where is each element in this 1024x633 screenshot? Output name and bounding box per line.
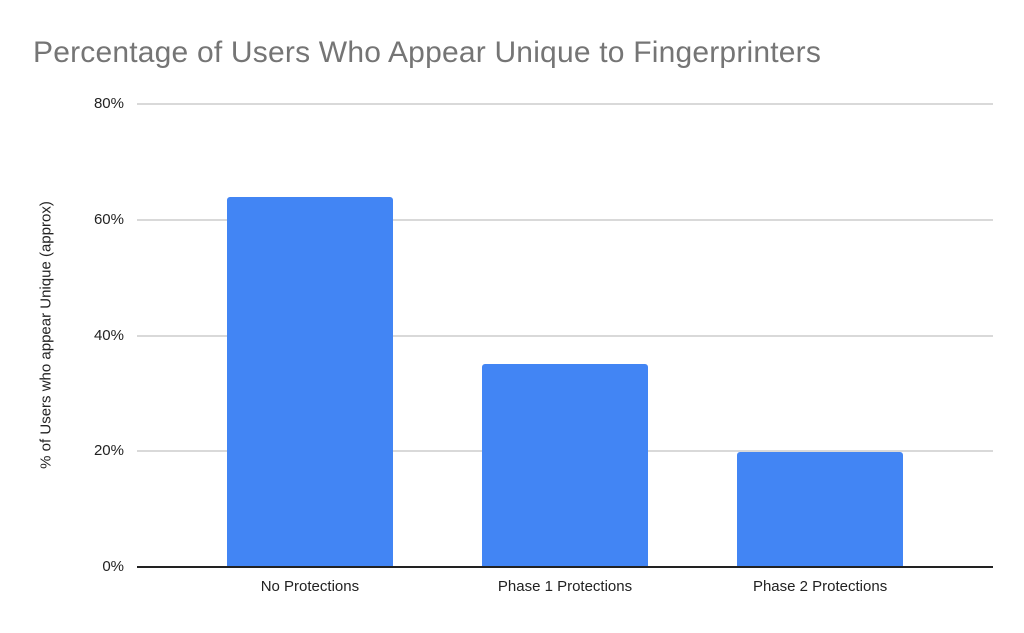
y-axis-title: % of Users who appear Unique (approx) (37, 201, 55, 469)
x-tick-label: Phase 2 Protections (752, 578, 888, 595)
x-tick-label: No Protections (260, 578, 360, 595)
bar[interactable] (226, 196, 393, 567)
x-tick-label: Phase 1 Protections (497, 578, 633, 595)
gridline (137, 103, 993, 105)
y-tick-label: 80% (93, 95, 124, 112)
bar[interactable] (737, 452, 904, 567)
chart-title: Percentage of Users Who Appear Unique to… (33, 36, 822, 69)
y-tick-label: 60% (93, 210, 124, 228)
bar[interactable] (482, 364, 648, 567)
y-tick-label: 0% (102, 558, 124, 575)
gridline (137, 218, 993, 221)
x-axis-line (137, 566, 993, 568)
y-tick-label: 40% (93, 326, 124, 344)
y-tick-label: 20% (93, 442, 124, 460)
plot-area: 0% 20% 40% 60% 80% No Protections Phase 1 Prot… (94, 95, 993, 595)
gridline (137, 334, 993, 337)
